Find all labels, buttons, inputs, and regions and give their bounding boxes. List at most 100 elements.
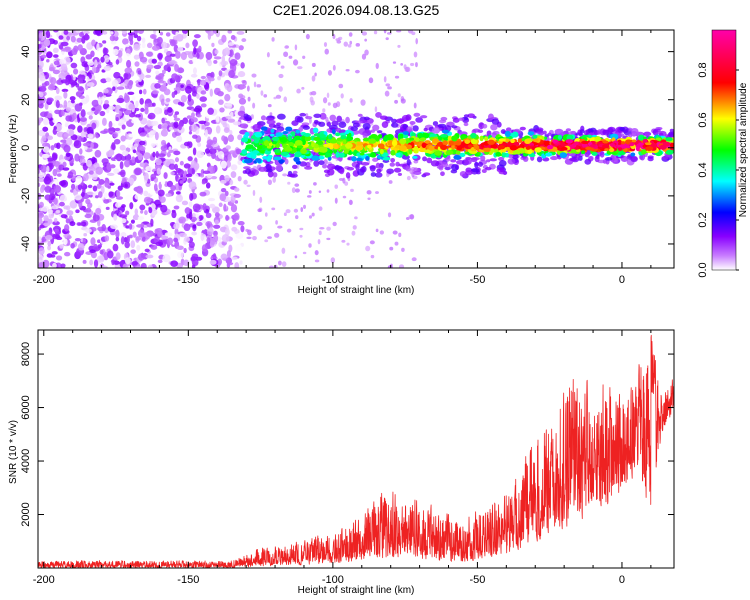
spectrogram-noise-cell [152,120,159,126]
spectrogram-noise-cell [173,87,181,91]
spectrogram-noise-cell [229,129,233,136]
spectrogram-noise-cell [114,127,121,132]
spectrogram-signal-cell [342,139,347,145]
spectrogram-band-halo-cell [323,169,331,174]
spectrogram-noise-cell [138,140,146,146]
spectrogram-noise-cell [78,32,84,38]
spectrogram-noise-cell [224,196,232,202]
spectrogram-band-halo-cell [397,172,403,176]
spectrogram-signal-cell [408,137,415,141]
spectrogram-signal-cell [390,149,396,156]
spectrogram-noise-cell [130,249,136,254]
spectrogram-noise-cell [38,207,44,211]
spectrogram-noise-cell [85,198,91,205]
spectrogram-noise-cell [96,183,102,189]
spectrogram-noise-cell [220,253,228,260]
spectrogram-noise-cell [108,191,114,198]
spectrogram-band-halo-cell [272,172,278,178]
spectrogram-noise-cell [121,204,126,208]
spectrogram-noise-cell [127,144,133,149]
spectrogram-faint-cell [413,160,419,164]
spectrogram-noise-cell [201,244,208,253]
spectrogram-noise-cell [60,63,68,71]
spectrogram-noise-cell [104,179,110,188]
spectrogram-band-halo-cell [322,164,328,169]
spectrogram-noise-cell [155,70,160,76]
spectrogram-noise-cell [180,102,185,107]
spectrogram-signal-cell [432,138,439,144]
spectrogram-band-halo-cell [477,129,484,134]
spectrogram-faint-cell [278,73,284,79]
spectrogram-band-halo-cell [319,112,327,120]
spectrogram-noise-cell [240,62,245,69]
spectrogram-noise-cell [231,64,237,72]
spectrogram-noise-cell [113,138,121,145]
spectrogram-faint-cell [283,212,287,217]
spectrogram-noise-cell [161,69,166,75]
spectrogram-band-halo-cell [464,159,472,165]
spectrogram-signal-cell [275,142,281,149]
spectrogram-signal-cell [498,145,506,150]
spectrogram-noise-cell [230,204,238,213]
spectrogram-faint-cell [283,51,289,58]
spectrogram-noise-cell [169,53,177,57]
spectrogram-noise-cell [206,237,211,244]
spectrogram-signal-cell [473,144,480,150]
spectrogram-noise-cell [44,194,52,201]
spectrogram-noise-cell [54,123,63,132]
spectrogram-noise-cell [105,150,113,158]
spectrogram-noise-cell [45,235,53,241]
spectrogram-peak-cell [590,144,596,148]
spectrogram-noise-cell [136,35,142,42]
spectrogram-band-halo-cell [370,172,377,177]
spectrogram-signal-cell [442,140,448,146]
spectrogram-noise-cell [114,104,122,113]
spectrogram-noise-cell [53,197,58,205]
spectrogram-noise-cell [157,259,163,264]
spectrogram-noise-cell [56,173,62,177]
spectrogram-noise-cell [38,167,41,175]
spectrogram-faint-cell [285,45,289,49]
spectrogram-noise-cell [63,133,70,138]
spectrogram-noise-cell [234,52,241,60]
spectrogram-noise-cell [130,240,136,249]
spectrogram-faint-cell [246,184,251,187]
spectrogram-faint-cell [259,196,263,203]
spectrogram-faint-cell [406,175,411,181]
spectrogram-noise-cell [38,54,41,61]
spectrogram-signal-cell [311,155,320,161]
spectrogram-noise-cell [134,265,142,268]
spectrogram-noise-cell [41,205,50,212]
spectrogram-band-halo-cell [467,113,475,119]
spectrogram-band-halo-cell [594,155,600,163]
spectrogram-noise-cell [41,135,47,142]
spectrogram-noise-cell [153,65,162,70]
spectrogram-faint-cell [311,62,316,67]
spectrogram-band-halo-cell [375,162,381,169]
spectrogram-signal-cell [266,145,272,149]
spectrogram-noise-cell [127,82,133,90]
spectrogram-noise-cell [103,55,110,63]
spectrogram-noise-cell [156,167,161,175]
spectrogram-noise-cell [145,74,152,78]
spectrogram-noise-cell [98,191,103,199]
spectrogram-noise-cell [70,242,75,249]
spectrogram-noise-cell [54,228,60,233]
spectrogram-x-tick-label: 0 [619,274,625,286]
spectrogram-noise-cell [177,168,185,176]
spectrogram-band-halo-cell [602,129,610,136]
spectrogram-noise-cell [47,135,54,140]
spectrogram-noise-cell [219,193,227,202]
spectrogram-noise-cell [79,117,87,123]
spectrogram-band-halo-cell [294,115,302,123]
spectrogram-band-halo-cell [669,128,674,133]
spectrogram-noise-cell [153,106,162,115]
spectrogram-faint-cell [314,250,319,256]
spectrogram-noise-cell [74,103,83,112]
spectrogram-noise-cell [223,203,227,212]
spectrogram-signal-cell [296,145,304,149]
colorbar-tick-label: 0.8 [697,62,709,77]
spectrogram-faint-cell [271,207,276,211]
spectrogram-noise-cell [188,60,194,65]
spectrogram-noise-cell [197,142,202,148]
